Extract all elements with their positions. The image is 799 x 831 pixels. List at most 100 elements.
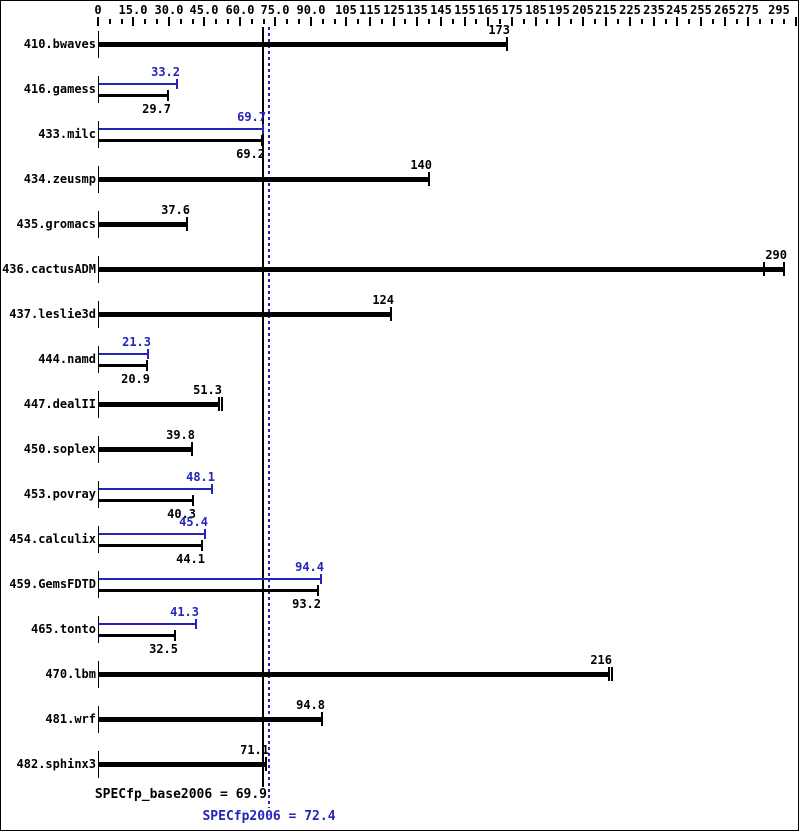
peak-value: 45.4: [179, 515, 208, 529]
axis-minor-tick: [215, 19, 217, 24]
baseline-tick: [98, 31, 99, 58]
baseline-tick: [98, 706, 99, 733]
baseline-tick: [98, 76, 99, 103]
benchmark-label: 447.dealII: [23, 397, 96, 411]
base-bar-cap: [321, 712, 323, 726]
peak-bar-cap: [262, 124, 264, 134]
axis-label: 115: [359, 3, 381, 17]
base-bar-cap: [261, 135, 263, 146]
benchmark-label: 453.povray: [23, 487, 96, 501]
axis-major-tick: [582, 17, 584, 26]
peak-value: 48.1: [186, 470, 215, 484]
axis-major-tick: [310, 17, 312, 26]
peak-bar: [99, 488, 212, 490]
benchmark-label: 454.calculix: [9, 532, 96, 546]
base-value: 29.7: [142, 102, 171, 116]
axis-major-tick: [464, 17, 466, 26]
axis-label: 175: [501, 3, 523, 17]
peak-bar: [99, 83, 177, 85]
peak-bar: [99, 578, 321, 580]
baseline-tick: [98, 301, 99, 328]
base-value: 140: [410, 158, 432, 172]
base-bar: [99, 589, 318, 592]
axis-minor-tick: [227, 19, 229, 24]
benchmark-label: 459.GemsFDTD: [9, 577, 96, 591]
baseline-tick: [98, 571, 99, 598]
axis-minor-tick: [298, 19, 300, 24]
peak-bar: [99, 353, 148, 355]
axis-major-tick: [653, 17, 655, 26]
axis-minor-tick: [499, 19, 501, 24]
axis-minor-tick: [144, 19, 146, 24]
axis-minor-tick: [712, 19, 714, 24]
axis-major-tick: [487, 17, 489, 26]
base-bar: [99, 499, 193, 502]
axis-label: 105: [335, 3, 357, 17]
baseline-tick: [98, 436, 99, 463]
base-bar: [99, 42, 507, 47]
axis-label: 15.0: [118, 3, 148, 17]
base-mean-label: SPECfp_base2006 = 69.9: [94, 787, 267, 802]
axis-label: 205: [572, 3, 594, 17]
base-bar-cap-2: [611, 667, 613, 681]
axis-minor-tick: [688, 19, 690, 24]
axis-label: 275: [737, 3, 759, 17]
base-value: 44.1: [176, 552, 205, 566]
peak-value: 41.3: [170, 605, 199, 619]
base-value: 40.3: [167, 507, 196, 521]
base-value: 71.1: [240, 743, 269, 757]
base-value: 20.9: [121, 372, 150, 386]
axis-label: 75.0: [260, 3, 290, 17]
base-value: 37.6: [161, 203, 190, 217]
baseline-tick: [98, 661, 99, 688]
benchmark-label: 444.namd: [38, 352, 96, 366]
axis-label: 215: [595, 3, 617, 17]
base-bar: [99, 672, 609, 677]
base-bar: [99, 139, 262, 142]
axis-minor-tick: [322, 19, 324, 24]
base-bar: [99, 222, 187, 227]
axis-label: 60.0: [225, 3, 255, 17]
axis-label: 90.0: [296, 3, 326, 17]
axis-minor-tick: [251, 19, 253, 24]
axis-label: 245: [666, 3, 688, 17]
axis-label: 145: [430, 3, 452, 17]
axis-major-tick: [676, 17, 678, 26]
axis-label: 30.0: [154, 3, 184, 17]
benchmark-label: 416.gamess: [23, 82, 96, 96]
benchmark-label: 410.bwaves: [23, 37, 96, 51]
axis-label: 0: [94, 3, 102, 17]
axis-major-tick: [511, 17, 513, 26]
base-bar-cap: [428, 172, 430, 186]
peak-bar-cap: [176, 79, 178, 89]
axis-minor-tick: [641, 19, 643, 24]
axis-minor-tick: [771, 19, 773, 24]
axis-label: 225: [619, 3, 641, 17]
benchmark-label: 482.sphinx3: [16, 757, 96, 771]
axis-major-tick: [345, 17, 347, 26]
axis-minor-tick: [617, 19, 619, 24]
baseline-tick: [98, 256, 99, 283]
base-bar: [99, 544, 202, 547]
axis-label: 45.0: [189, 3, 219, 17]
base-bar: [99, 267, 784, 272]
axis-label: 125: [383, 3, 405, 17]
base-bar: [99, 762, 266, 767]
peak-bar-cap: [147, 349, 149, 359]
axis-minor-tick: [286, 19, 288, 24]
axis-minor-tick: [180, 19, 182, 24]
axis-minor-tick: [475, 19, 477, 24]
axis-minor-tick: [428, 19, 430, 24]
axis-minor-tick: [192, 19, 194, 24]
axis-label: 135: [406, 3, 428, 17]
peak-mean-label: SPECfp2006 = 72.4: [202, 809, 336, 824]
base-value: 94.8: [296, 698, 325, 712]
base-bar-cap: [265, 757, 267, 771]
axis-major-tick: [700, 17, 702, 26]
base-value: 32.5: [149, 642, 178, 656]
axis-major-tick: [239, 17, 241, 26]
benchmark-label: 481.wrf: [45, 712, 96, 726]
base-bar-cap: [186, 217, 188, 231]
base-value: 93.2: [292, 597, 321, 611]
